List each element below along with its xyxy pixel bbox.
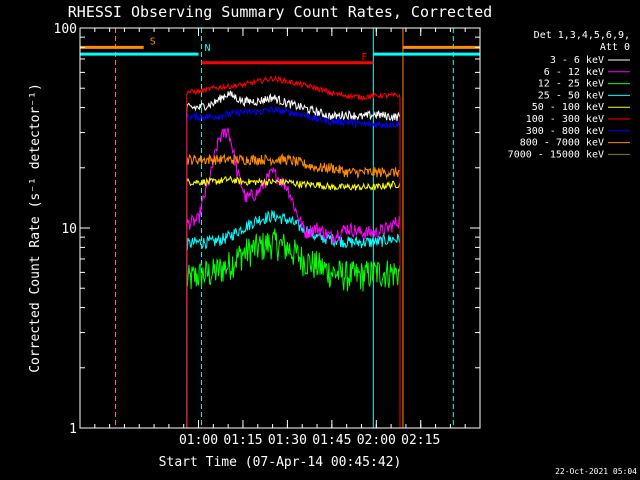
legend-entry-7: 800 - 7000 keV	[520, 138, 604, 149]
series-line-0	[186, 90, 401, 428]
y-tick-label-1: 10	[61, 222, 77, 237]
series-line-5	[186, 74, 401, 428]
plot-area: S N F	[79, 28, 480, 428]
x-tick-label-0: 01:00	[179, 433, 218, 448]
legend-entry-1: 6 - 12 keV	[544, 67, 604, 78]
annotation-label-0: S	[150, 36, 156, 47]
annotation-label-2: F	[361, 52, 367, 63]
x-tick-label-4: 02:00	[357, 433, 396, 448]
annotation-label-1: N	[205, 43, 211, 54]
legend-entry-0: 3 - 6 keV	[550, 55, 604, 66]
y-axis-label: Corrected Count Rate (s⁻¹ detector⁻¹)	[28, 83, 43, 373]
x-tick-label-1: 01:15	[223, 433, 262, 448]
footer-timestamp: 22-Oct-2021 05:04	[555, 467, 637, 476]
x-tick-label-5: 02:15	[401, 433, 440, 448]
series-line-1	[186, 126, 401, 428]
legend-entry-6: 300 - 800 keV	[526, 126, 604, 137]
legend-entry-2: 12 - 25 keV	[538, 79, 604, 90]
series-line-3	[186, 209, 401, 428]
chart-title: RHESSI Observing Summary Count Rates, Co…	[68, 3, 492, 21]
x-axis: 01:00 01:15 01:30 01:45 02:00 02:15	[94, 28, 481, 448]
y-axis: 1 10 100	[54, 22, 480, 437]
series-line-6	[186, 106, 401, 428]
legend-header-1: Att 0	[600, 42, 630, 53]
y-tick-label-2: 100	[54, 22, 77, 37]
series-line-4	[186, 175, 401, 428]
plot-frame	[79, 27, 481, 429]
legend-entry-5: 100 - 300 keV	[526, 114, 604, 125]
legend-entry-3: 25 - 50 keV	[538, 90, 604, 101]
y-tick-label-0: 1	[69, 422, 77, 437]
legend-entry-8: 7000 - 15000 keV	[508, 149, 604, 160]
series-line-7	[186, 152, 401, 428]
x-tick-label-2: 01:30	[268, 433, 307, 448]
x-tick-label-3: 01:45	[312, 433, 351, 448]
x-axis-label: Start Time (07-Apr-14 00:45:42)	[159, 455, 402, 470]
legend-entry-4: 50 - 100 keV	[532, 102, 604, 113]
series-line-2	[186, 228, 401, 428]
legend-header-0: Det 1,3,4,5,6,9,	[534, 30, 630, 41]
